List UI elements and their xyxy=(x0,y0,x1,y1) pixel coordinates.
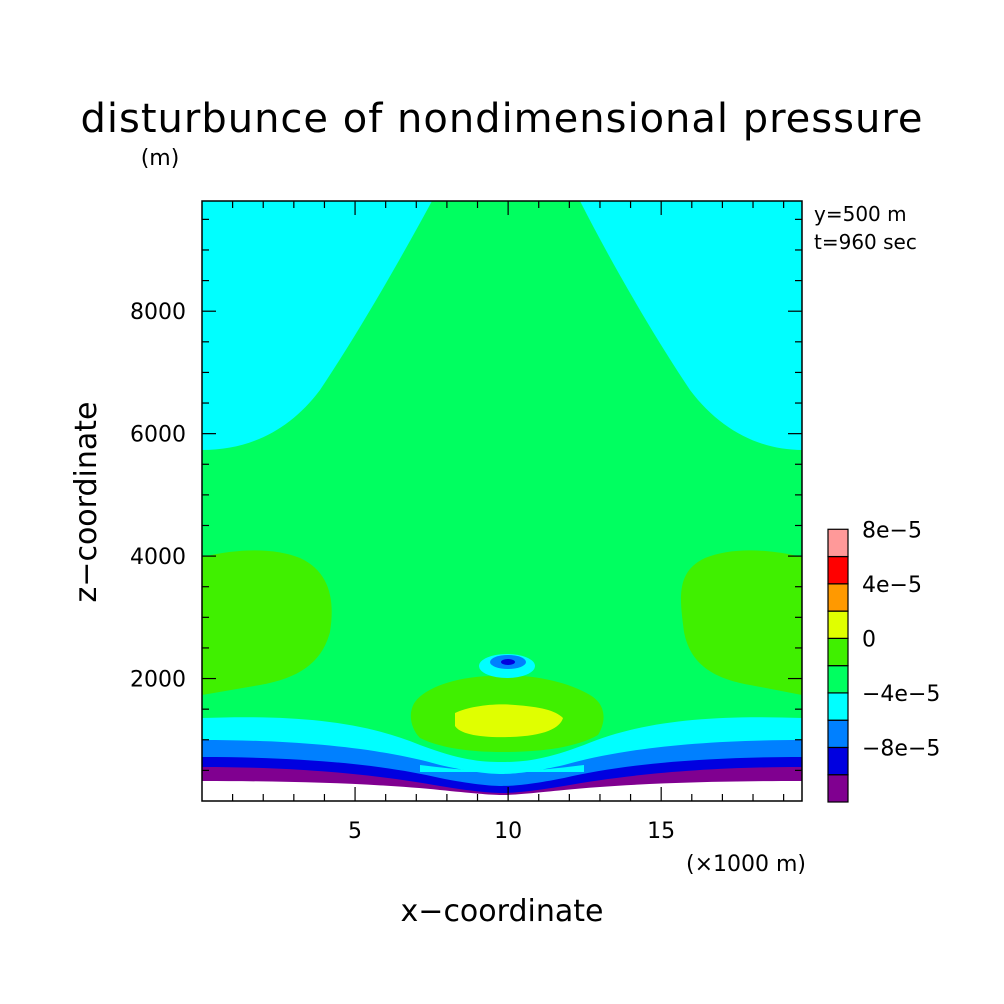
colorbar-swatch xyxy=(827,719,849,749)
colorbar-swatch xyxy=(827,692,849,721)
x-axis-label: x−coordinate xyxy=(401,894,604,929)
region-center-core xyxy=(455,704,563,738)
region-band-cyan-thin xyxy=(420,765,584,772)
colorbar-tick-label: 8e−5 xyxy=(862,518,922,543)
colorbar-swatch xyxy=(827,583,849,612)
region-small-dark-cell xyxy=(501,659,515,665)
region-left-lobe xyxy=(202,550,332,695)
x-tick-label: 5 xyxy=(348,819,362,844)
y-tick-label: 6000 xyxy=(130,423,186,448)
plot-frame xyxy=(201,200,803,802)
region-terrain-blank xyxy=(202,781,802,801)
region-right-lobe xyxy=(680,550,802,695)
x-tick-labels: 5 10 15 xyxy=(348,819,675,844)
colorbar-swatch xyxy=(827,665,849,694)
colorbar-swatch xyxy=(827,774,849,803)
colorbar-tick-labels: −8e−5 −4e−5 0 4e−5 8e−5 xyxy=(862,518,940,761)
axis-ticks xyxy=(202,201,802,801)
y-tick-labels: 2000 4000 6000 8000 xyxy=(130,300,186,692)
x-tick-label: 15 xyxy=(647,819,675,844)
x-axis-unit: (×1000 m) xyxy=(686,852,806,877)
colorbar-tick-label: 0 xyxy=(862,627,876,652)
y-axis-label: z−coordinate xyxy=(69,402,104,603)
colorbar-swatch xyxy=(827,746,849,776)
colorbar xyxy=(827,528,849,803)
chart-title: disturbunce of nondimensional pressure xyxy=(81,96,924,142)
colorbar-tick-label: −4e−5 xyxy=(862,682,940,707)
colorbar-swatch xyxy=(827,610,849,639)
colorbar-swatch xyxy=(827,637,849,667)
region-upper-right-cyan xyxy=(580,201,802,450)
region-upper-left-cyan xyxy=(202,201,432,450)
y-tick-label: 4000 xyxy=(130,545,186,570)
annotation-y: y=500 m xyxy=(814,202,907,226)
contour-regions xyxy=(202,201,802,801)
colorbar-tick-label: −8e−5 xyxy=(862,736,940,761)
y-tick-label: 2000 xyxy=(130,668,186,693)
colorbar-swatch xyxy=(827,555,849,585)
chart-subtitle: (m) xyxy=(141,146,180,171)
colorbar-tick-label: 4e−5 xyxy=(862,573,922,598)
x-tick-label: 10 xyxy=(494,819,522,844)
y-tick-label: 8000 xyxy=(130,300,186,325)
annotation-t: t=960 sec xyxy=(814,230,917,254)
colorbar-swatch xyxy=(827,528,849,558)
